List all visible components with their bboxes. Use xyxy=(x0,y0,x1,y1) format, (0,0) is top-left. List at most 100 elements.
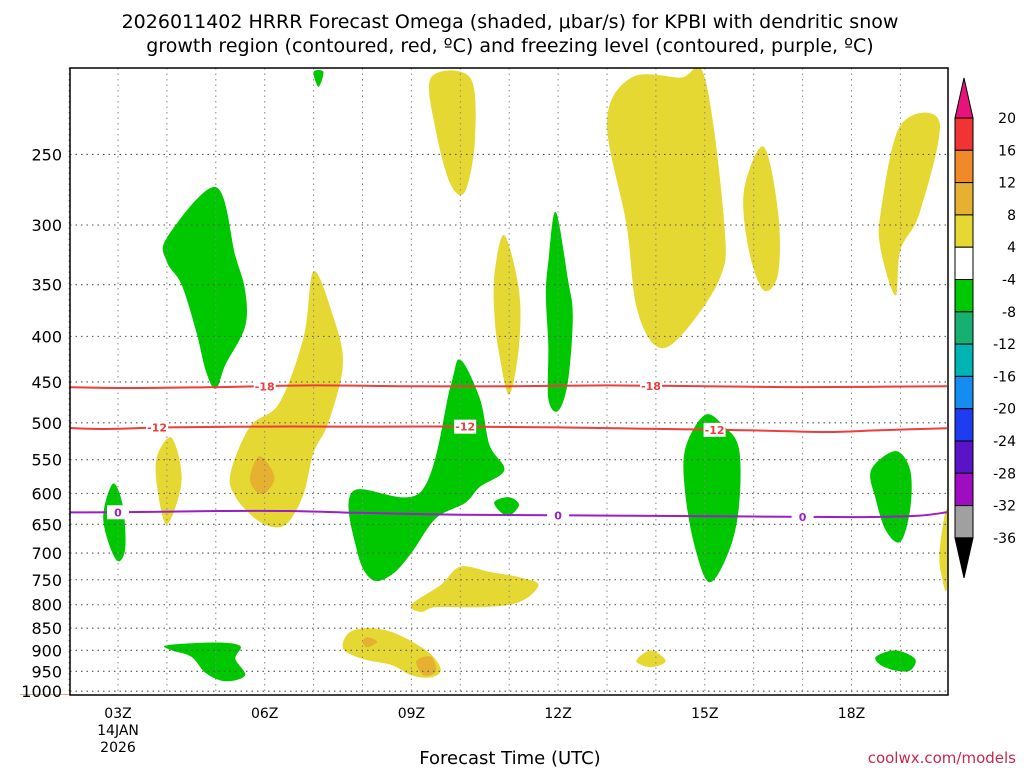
region-yellow-11z-upper xyxy=(493,235,521,395)
colorbar-swatch-12 xyxy=(954,505,974,539)
colorbar-label--20: -20 xyxy=(993,402,1016,418)
colorbar-label-8: 8 xyxy=(1007,208,1016,224)
colorbar-swatch-9 xyxy=(954,408,974,442)
colorbar-label--36: -36 xyxy=(993,531,1016,547)
x-tick-label-06Z: 06Z xyxy=(251,706,278,722)
contour-label-freezing-level-1: 0 xyxy=(554,509,562,522)
contour-label-freezing-level-2: 0 xyxy=(799,511,807,524)
chart-title-line2: growth region (contoured, red, ºC) and f… xyxy=(146,35,873,57)
region-green-low-19z xyxy=(875,650,916,672)
region-green-upper-05z xyxy=(162,186,248,389)
y-tick-label-650: 650 xyxy=(31,515,62,534)
contour-labels: -18 -18 -12 -12 -12 0 0 0 xyxy=(107,378,814,524)
region-orange-low-08z xyxy=(362,637,378,648)
contour-label-freezing-level-0: 0 xyxy=(114,506,122,519)
colorbar-swatch-0 xyxy=(954,117,974,151)
contour-label-bg-freezing-level-0 xyxy=(107,505,129,520)
contour-freezing-level xyxy=(70,509,948,519)
region-green-11z-small xyxy=(494,497,519,517)
region-yellow-04z xyxy=(155,437,182,525)
colorbar-label-4: 4 xyxy=(1007,240,1016,256)
contour-label-dendritic-bottom-0: -12 xyxy=(147,422,167,435)
region-green-19z xyxy=(870,451,912,543)
y-tick-label-900: 900 xyxy=(31,641,62,660)
colorbar: 20 16 12 8 4 -4 -8 -12 -16 -20 -24 -28 -32 -36 xyxy=(954,77,1016,579)
y-tick-label-1000: 1000 xyxy=(21,682,62,701)
region-yellow-20z-edge xyxy=(939,508,948,592)
region-yellow-top-09z xyxy=(428,70,476,196)
colorbar-swatch-6 xyxy=(954,311,974,345)
colorbar-top-arrow xyxy=(954,77,974,119)
colorbar-swatch-2 xyxy=(954,182,974,216)
y-tick-label-600: 600 xyxy=(31,484,62,503)
contour-label-dendritic-top-1: -18 xyxy=(641,380,661,393)
region-green-03z xyxy=(103,483,126,562)
region-green-low-05z xyxy=(163,642,246,682)
contour-label-bg-dendritic-bottom-1 xyxy=(454,419,477,434)
colorbar-swatch-5 xyxy=(954,279,974,313)
y-axis-ticks: 250 300 350 400 450 500 550 600 650 700 750 800 850 9… xyxy=(21,145,62,701)
colorbar-label--32: -32 xyxy=(993,499,1016,515)
contour-label-dendritic-top-0: -18 xyxy=(255,380,275,393)
x-tick-label-18Z: 18Z xyxy=(838,706,865,722)
contour-label-bg-dendritic-bottom-2 xyxy=(703,422,726,437)
colorbar-label-16: 16 xyxy=(998,143,1016,159)
colorbar-swatch-11 xyxy=(954,472,974,507)
y-tick-label-400: 400 xyxy=(31,327,62,346)
x-tick-label-09Z: 09Z xyxy=(398,706,425,722)
region-green-12z-column xyxy=(545,211,573,412)
colorbar-label--4: -4 xyxy=(1002,273,1016,289)
colorbar-label--24: -24 xyxy=(993,434,1016,450)
y-tick-label-800: 800 xyxy=(31,596,62,615)
colorbar-swatch-7 xyxy=(954,343,974,377)
region-orange-06z xyxy=(249,456,275,495)
colorbar-swatch-8 xyxy=(954,375,974,410)
contour-label-dendritic-bottom-1: -12 xyxy=(455,421,475,434)
region-yellow-14z-column xyxy=(606,68,726,349)
region-yellow-16z xyxy=(743,146,780,292)
y-tick-label-500: 500 xyxy=(31,414,62,433)
contour-dendritic-top xyxy=(70,384,947,390)
colorbar-label--12: -12 xyxy=(993,337,1016,353)
colorbar-label--8: -8 xyxy=(1002,305,1016,321)
region-yellow-low-10z xyxy=(410,566,539,612)
x-axis-ticks: 03Z 06Z 09Z 12Z 15Z 18Z xyxy=(104,706,865,722)
grid xyxy=(68,68,948,695)
shaded-regions xyxy=(103,68,948,682)
contour-label-dendritic-bottom-2: -12 xyxy=(705,424,725,437)
contour-label-bg-dendritic-top-1 xyxy=(640,378,663,393)
y-tick-label-550: 550 xyxy=(31,451,62,470)
colorbar-label--16: -16 xyxy=(993,369,1016,385)
date-label-year: 2026 xyxy=(100,740,136,756)
plot-frame xyxy=(69,67,949,696)
y-tick-label-700: 700 xyxy=(31,544,62,563)
colorbar-swatch-1 xyxy=(954,149,974,184)
colorbar-swatch-3 xyxy=(954,214,974,248)
x-tick-label-15Z: 15Z xyxy=(691,706,718,722)
x-tick-label-03Z: 03Z xyxy=(104,706,131,722)
colorbar-label-20: 20 xyxy=(998,111,1016,127)
colorbar-swatch-4 xyxy=(954,246,974,280)
y-tick-label-750: 750 xyxy=(31,571,62,590)
contour-label-bg-freezing-level-1 xyxy=(547,508,570,523)
contour-label-bg-dendritic-bottom-0 xyxy=(146,420,169,435)
contour-label-bg-dendritic-top-0 xyxy=(253,379,276,394)
date-label-day: 14JAN xyxy=(97,723,139,739)
x-axis-label: Forecast Time (UTC) xyxy=(419,748,600,768)
region-orange-low-09z xyxy=(416,656,437,676)
chart-title-line1: 2026011402 HRRR Forecast Omega (shaded, … xyxy=(122,11,899,33)
y-tick-label-850: 850 xyxy=(31,619,62,638)
y-tick-label-300: 300 xyxy=(31,216,62,235)
region-green-15z-column xyxy=(683,414,741,583)
credit-link[interactable]: coolwx.com/models xyxy=(868,749,1016,767)
colorbar-bottom-arrow xyxy=(954,537,974,579)
contour-label-bg-freezing-level-2 xyxy=(791,509,814,524)
x-tick-label-12Z: 12Z xyxy=(544,706,571,722)
colorbar-swatch-10 xyxy=(954,440,974,474)
region-yellow-19z xyxy=(878,112,940,296)
region-yellow-14z-low xyxy=(636,650,666,668)
region-green-07z-top xyxy=(313,69,324,87)
y-tick-label-950: 950 xyxy=(31,662,62,681)
colorbar-label--28: -28 xyxy=(993,466,1016,482)
